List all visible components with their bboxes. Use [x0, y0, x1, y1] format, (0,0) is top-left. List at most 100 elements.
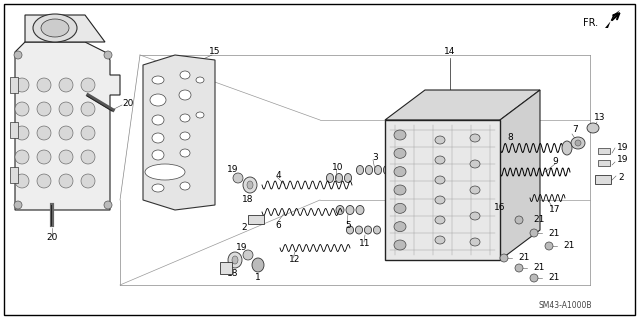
- Ellipse shape: [394, 167, 406, 177]
- Ellipse shape: [59, 150, 73, 164]
- Text: 19: 19: [227, 166, 239, 174]
- Polygon shape: [15, 42, 120, 210]
- Ellipse shape: [104, 51, 112, 59]
- Ellipse shape: [373, 226, 381, 234]
- Text: 4: 4: [275, 170, 281, 180]
- Ellipse shape: [37, 126, 51, 140]
- Ellipse shape: [521, 189, 527, 197]
- Text: 21: 21: [548, 228, 559, 238]
- Ellipse shape: [562, 141, 572, 155]
- Ellipse shape: [152, 76, 164, 84]
- Ellipse shape: [81, 102, 95, 116]
- Ellipse shape: [243, 250, 253, 260]
- Text: 1: 1: [255, 273, 261, 283]
- Ellipse shape: [15, 174, 29, 188]
- Ellipse shape: [15, 102, 29, 116]
- Ellipse shape: [59, 126, 73, 140]
- Ellipse shape: [510, 168, 516, 175]
- Ellipse shape: [435, 136, 445, 144]
- Text: FR.: FR.: [583, 18, 598, 28]
- Text: 3: 3: [372, 153, 378, 162]
- Ellipse shape: [15, 126, 29, 140]
- Text: 19: 19: [617, 144, 628, 152]
- Ellipse shape: [180, 182, 190, 190]
- Ellipse shape: [497, 189, 503, 197]
- Text: 20: 20: [122, 99, 133, 108]
- Ellipse shape: [14, 201, 22, 209]
- Ellipse shape: [394, 203, 406, 213]
- Ellipse shape: [526, 168, 532, 175]
- Ellipse shape: [243, 177, 257, 193]
- Text: 18: 18: [227, 269, 239, 278]
- Text: 2: 2: [241, 224, 247, 233]
- Ellipse shape: [180, 114, 190, 122]
- Polygon shape: [385, 90, 540, 120]
- Bar: [10, 167, 18, 183]
- Text: 21: 21: [518, 254, 529, 263]
- Ellipse shape: [145, 164, 185, 180]
- Ellipse shape: [383, 166, 390, 174]
- Ellipse shape: [15, 78, 29, 92]
- Ellipse shape: [545, 242, 553, 250]
- Ellipse shape: [470, 160, 480, 168]
- Ellipse shape: [180, 71, 190, 79]
- Ellipse shape: [435, 156, 445, 164]
- Ellipse shape: [14, 51, 22, 59]
- Ellipse shape: [394, 148, 406, 158]
- Ellipse shape: [470, 238, 480, 246]
- Text: 12: 12: [289, 256, 301, 264]
- Ellipse shape: [346, 226, 354, 234]
- Ellipse shape: [81, 150, 95, 164]
- Ellipse shape: [515, 216, 523, 224]
- Ellipse shape: [346, 205, 354, 214]
- Bar: [595, 175, 611, 184]
- Ellipse shape: [180, 132, 190, 140]
- Ellipse shape: [233, 173, 243, 183]
- Ellipse shape: [394, 240, 406, 250]
- Ellipse shape: [59, 174, 73, 188]
- Ellipse shape: [335, 174, 342, 182]
- Ellipse shape: [470, 186, 480, 194]
- Ellipse shape: [374, 166, 381, 174]
- Text: 21: 21: [533, 263, 545, 272]
- Text: 19: 19: [236, 242, 248, 251]
- Ellipse shape: [15, 150, 29, 164]
- Ellipse shape: [435, 196, 445, 204]
- Text: 16: 16: [494, 204, 506, 212]
- Ellipse shape: [41, 19, 69, 37]
- Ellipse shape: [530, 274, 538, 282]
- Ellipse shape: [196, 77, 204, 83]
- Ellipse shape: [59, 78, 73, 92]
- Text: 14: 14: [444, 48, 456, 56]
- Ellipse shape: [394, 222, 406, 232]
- Ellipse shape: [470, 212, 480, 220]
- Bar: [598, 148, 610, 154]
- Bar: [248, 215, 264, 224]
- Text: 15: 15: [209, 48, 221, 56]
- Bar: [220, 262, 232, 274]
- Ellipse shape: [37, 102, 51, 116]
- Bar: [10, 122, 18, 138]
- Ellipse shape: [179, 90, 191, 100]
- Ellipse shape: [356, 166, 364, 174]
- Ellipse shape: [81, 126, 95, 140]
- Ellipse shape: [515, 264, 523, 272]
- Text: 2: 2: [618, 174, 623, 182]
- Text: 19: 19: [617, 155, 628, 165]
- Ellipse shape: [37, 174, 51, 188]
- Ellipse shape: [37, 150, 51, 164]
- Ellipse shape: [394, 185, 406, 195]
- Text: 5: 5: [345, 220, 351, 229]
- Text: 10: 10: [332, 162, 344, 172]
- Ellipse shape: [435, 236, 445, 244]
- Ellipse shape: [520, 144, 527, 152]
- Ellipse shape: [364, 226, 372, 234]
- Text: 8: 8: [507, 133, 513, 143]
- Ellipse shape: [571, 137, 585, 149]
- Ellipse shape: [505, 189, 511, 197]
- Ellipse shape: [180, 149, 190, 157]
- Ellipse shape: [530, 229, 538, 237]
- Ellipse shape: [59, 102, 73, 116]
- Polygon shape: [143, 55, 215, 210]
- Ellipse shape: [336, 205, 344, 214]
